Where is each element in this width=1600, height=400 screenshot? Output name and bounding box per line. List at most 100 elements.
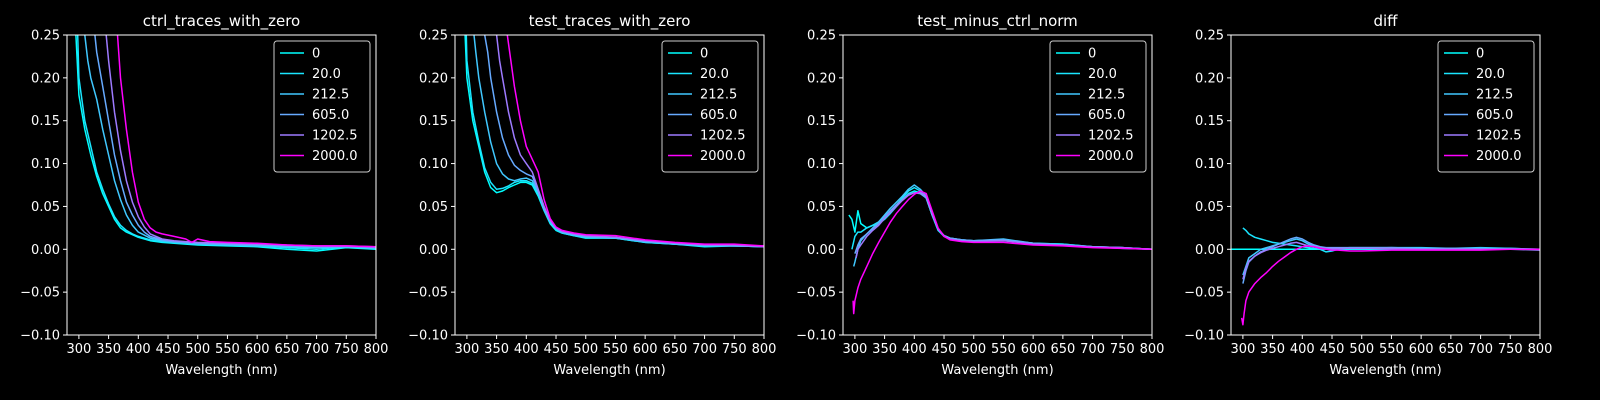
chart-panel-4: 300 350 400 450 500 550 600 650 700 750 800 −0.10 −0…	[1184, 12, 1552, 378]
legend-label: 212.5	[312, 88, 349, 103]
y-tick-label: 0.20	[807, 71, 836, 86]
legend-label: 212.5	[1088, 88, 1125, 103]
x-tick-label: 750	[722, 342, 747, 357]
y-tick-label: 0.25	[419, 29, 448, 44]
x-tick-label: 550	[603, 342, 628, 357]
x-tick-label: 650	[1438, 342, 1463, 357]
legend-label: 1202.5	[1476, 129, 1522, 144]
x-tick-label: 800	[752, 342, 777, 357]
x-tick-label: 450	[544, 342, 569, 357]
y-tick-label: 0.00	[1195, 243, 1224, 258]
legend-label: 2000.0	[1088, 149, 1134, 164]
x-tick-label: 800	[1528, 342, 1553, 357]
y-tick-label: 0.15	[419, 114, 448, 129]
series-line-6	[852, 190, 1152, 315]
x-axis-label: Wavelength (nm)	[941, 363, 1053, 378]
legend-label: 605.0	[700, 108, 737, 123]
legend: 0 20.0 212.5 605.0 1202.5 2000.0	[1437, 40, 1535, 173]
x-tick-label: 700	[1468, 342, 1493, 357]
chart-title: ctrl_traces_with_zero	[143, 12, 300, 31]
chart-panel-1: 300 350 400 450 500 550 600 650 700 750 800 −0.10 −0…	[20, 12, 388, 378]
series-line-4	[854, 191, 1152, 254]
y-tick-label: 0.10	[31, 157, 60, 172]
y-tick-label: −0.10	[408, 329, 448, 344]
chart-panel-3: 300 350 400 450 500 550 600 650 700 750 800 −0.10 −0…	[796, 12, 1164, 378]
y-tick-label: 0.00	[31, 243, 60, 258]
legend-label: 2000.0	[312, 149, 358, 164]
legend-label: 1202.5	[700, 129, 746, 144]
y-tick-label: 0.20	[1195, 71, 1224, 86]
y-tick-label: 0.15	[807, 114, 836, 129]
chart-title: diff	[1373, 12, 1398, 30]
chart-title: test_minus_ctrl_norm	[917, 12, 1078, 31]
legend-label: 20.0	[312, 67, 341, 82]
x-axis-label: Wavelength (nm)	[1329, 363, 1441, 378]
series-line-6	[506, 35, 764, 247]
legend-label: 605.0	[1476, 108, 1513, 123]
legend-label: 605.0	[312, 108, 349, 123]
x-tick-label: 400	[902, 342, 927, 357]
series-group	[1231, 227, 1540, 326]
y-tick-label: −0.10	[796, 329, 836, 344]
y-tick-label: 0.10	[807, 157, 836, 172]
y-tick-label: −0.05	[408, 286, 448, 301]
x-tick-label: 500	[1349, 342, 1374, 357]
legend-label: 20.0	[1476, 67, 1505, 82]
legend-label: 212.5	[1476, 88, 1513, 103]
legend-label: 212.5	[700, 88, 737, 103]
legend: 0 20.0 212.5 605.0 1202.5 2000.0	[1049, 40, 1147, 173]
x-tick-label: 600	[1021, 342, 1046, 357]
axes-frame	[1230, 34, 1541, 336]
y-tick-label: −0.10	[1184, 329, 1224, 344]
x-tick-label: 550	[991, 342, 1016, 357]
x-tick-label: 450	[932, 342, 957, 357]
x-tick-label: 450	[156, 342, 181, 357]
legend-label: 0	[700, 47, 708, 62]
legend-label: 2000.0	[1476, 149, 1522, 164]
x-tick-label: 500	[185, 342, 210, 357]
x-tick-label: 700	[1080, 342, 1105, 357]
x-tick-label: 700	[304, 342, 329, 357]
x-tick-label: 300	[66, 342, 91, 357]
series-group	[464, 35, 764, 248]
y-tick-label: −0.05	[796, 286, 836, 301]
series-line-6	[116, 35, 376, 248]
legend-label: 1202.5	[1088, 129, 1134, 144]
chart-title: test_traces_with_zero	[529, 12, 691, 31]
x-tick-label: 750	[334, 342, 359, 357]
x-tick-label: 600	[633, 342, 658, 357]
y-tick-label: 0.25	[31, 29, 60, 44]
y-tick-label: 0.05	[419, 200, 448, 215]
x-tick-label: 400	[1290, 342, 1315, 357]
legend: 0 20.0 212.5 605.0 1202.5 2000.0	[273, 40, 371, 173]
y-tick-label: −0.05	[20, 286, 60, 301]
series-line-5	[495, 35, 764, 248]
axes-frame	[66, 34, 377, 336]
axes-frame	[842, 34, 1153, 336]
x-tick-label: 350	[96, 342, 121, 357]
x-axis-label: Wavelength (nm)	[553, 363, 665, 378]
x-tick-label: 800	[364, 342, 389, 357]
y-tick-label: 0.05	[807, 200, 836, 215]
axes-frame	[454, 34, 765, 336]
x-tick-label: 300	[454, 342, 479, 357]
chart-panel-2: 300 350 400 450 500 550 600 650 700 750 800 −0.10 −0…	[408, 12, 776, 378]
y-tick-label: 0.00	[419, 243, 448, 258]
series-line-4	[94, 35, 376, 249]
series-group	[75, 35, 376, 252]
x-tick-label: 650	[662, 342, 687, 357]
series-line-3	[84, 35, 376, 250]
x-tick-label: 400	[126, 342, 151, 357]
legend: 0 20.0 212.5 605.0 1202.5 2000.0	[661, 40, 759, 173]
y-tick-label: 0.25	[807, 29, 836, 44]
series-line-1	[75, 35, 376, 252]
legend-label: 605.0	[1088, 108, 1125, 123]
x-tick-label: 550	[1379, 342, 1404, 357]
x-tick-label: 350	[872, 342, 897, 357]
x-tick-label: 700	[692, 342, 717, 357]
y-tick-label: −0.10	[20, 329, 60, 344]
series-group	[848, 184, 1152, 315]
x-tick-label: 650	[1050, 342, 1075, 357]
y-tick-label: 0.20	[31, 71, 60, 86]
y-tick-label: 0.15	[1195, 114, 1224, 129]
